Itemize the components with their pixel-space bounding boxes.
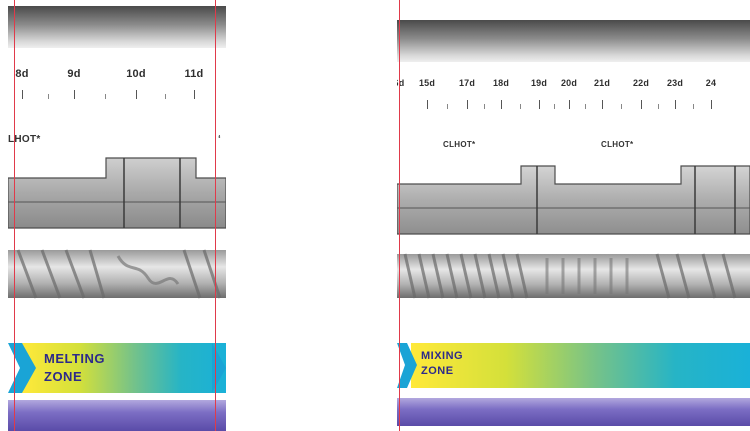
tick-mark [136, 90, 137, 99]
zone-title: ZONE [44, 369, 83, 384]
tick-label: 17d [458, 78, 476, 88]
tick-mark [569, 100, 570, 109]
tick-mark [447, 104, 448, 109]
tick-mark [539, 100, 540, 109]
tick-label: 23d [666, 78, 684, 88]
tick-mark [658, 104, 659, 109]
screw-element-label: CLHOT* [443, 140, 476, 149]
barrel-top [8, 6, 226, 48]
tick-mark [74, 90, 75, 99]
tick-label: 20d [560, 78, 578, 88]
screw-element-label: CLHOT* [601, 140, 634, 149]
barrel-top [397, 20, 750, 62]
zone-arrow-icon [8, 343, 36, 393]
boundary-line [399, 0, 400, 431]
tick-label: 18d [492, 78, 510, 88]
tick-mark [48, 94, 49, 99]
tick-label: 24 [705, 78, 717, 88]
screw-element-label: ‘ [218, 134, 222, 145]
tick-mark [484, 104, 485, 109]
tick-mark [22, 90, 23, 99]
tick-mark [501, 100, 502, 109]
boundary-line [215, 0, 216, 431]
base-bar [397, 398, 750, 426]
tick-mark [621, 104, 622, 109]
tick-mark [641, 100, 642, 109]
tick-row: 8d 9d 10d 11d [8, 68, 226, 108]
tick-mark [585, 104, 586, 109]
tick-mark [194, 90, 195, 99]
tick-mark [105, 94, 106, 99]
tick-mark [675, 100, 676, 109]
tick-mark [467, 100, 468, 109]
screw-element-label: LHOT* [8, 134, 41, 145]
tick-label: 22d [632, 78, 650, 88]
right-panel: 6d 15d 17d 18d 19d 20d 21d 22d 23d 24 CL… [397, 0, 750, 431]
tick-label: 6d [397, 78, 405, 88]
tick-label: 10d [126, 68, 146, 80]
tick-label: 8d [15, 68, 29, 80]
tick-mark [520, 104, 521, 109]
tick-row: 6d 15d 17d 18d 19d 20d 21d 22d 23d 24 [397, 78, 750, 118]
screw-image [397, 253, 750, 299]
boundary-line [14, 0, 15, 431]
zone-arrow-icon [397, 343, 417, 388]
tick-mark [165, 94, 166, 99]
tick-label: 9d [67, 68, 81, 80]
tick-mark [602, 100, 603, 109]
tick-label: 15d [418, 78, 436, 88]
tick-mark [693, 104, 694, 109]
tick-mark [554, 104, 555, 109]
mixing-zone-band: MIXING ZONE [397, 343, 750, 388]
base-bar [8, 400, 226, 431]
tick-mark [427, 100, 428, 109]
left-panel: 8d 9d 10d 11d LHOT* ‘ [8, 0, 226, 431]
tick-label: 21d [593, 78, 611, 88]
zone-title: ZONE [421, 365, 454, 377]
zone-title: MELTING [44, 351, 106, 366]
screw-image [8, 249, 226, 299]
tick-mark [711, 100, 712, 109]
zone-title: MIXING [421, 350, 464, 362]
melting-zone-band: MELTING ZONE [8, 343, 226, 393]
tick-label: 11d [184, 68, 204, 80]
tick-label: 19d [530, 78, 548, 88]
element-profile [397, 165, 750, 235]
element-profile [8, 157, 226, 229]
